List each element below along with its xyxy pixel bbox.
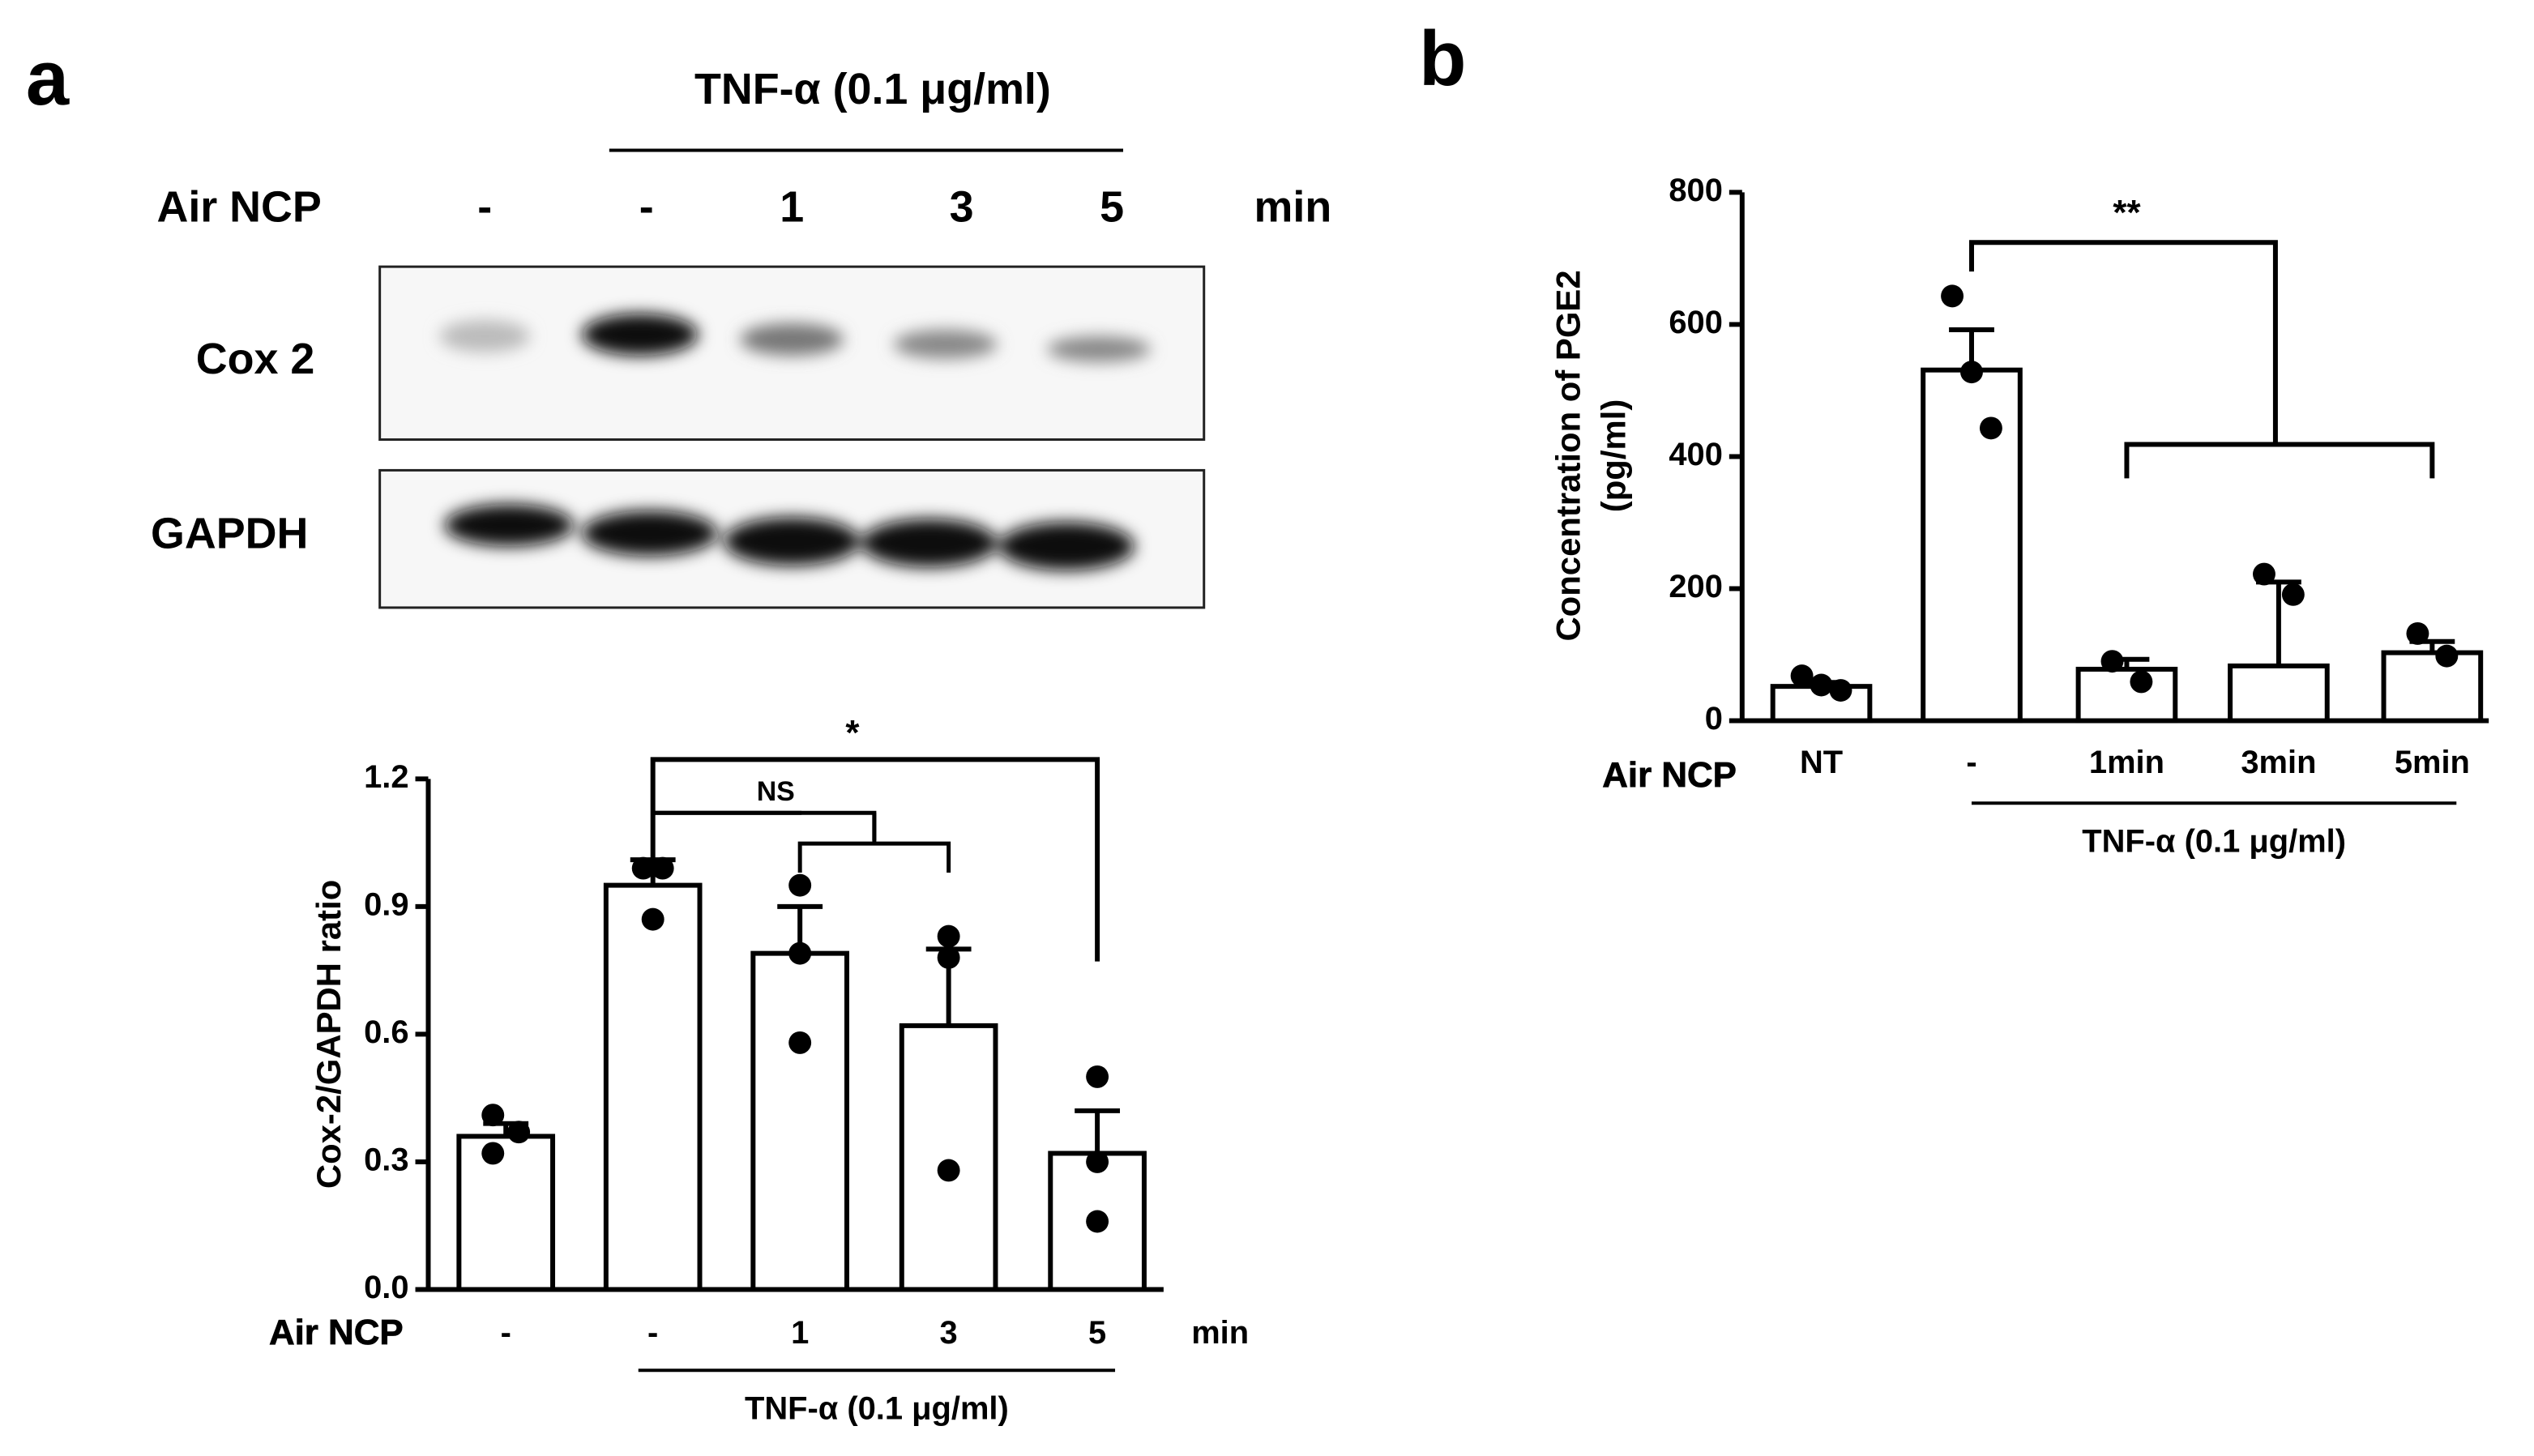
- lane-label: 5: [1100, 183, 1124, 232]
- data-point: [641, 907, 664, 931]
- data-point: [2252, 562, 2275, 586]
- panel-label: b: [1419, 15, 1466, 102]
- data-point: [1941, 284, 1964, 308]
- data-point: [1086, 1065, 1109, 1088]
- bar: [899, 1023, 998, 1292]
- data-point: [651, 856, 674, 880]
- band-label: Cox 2: [196, 335, 315, 383]
- annotation: NS: [757, 776, 795, 807]
- data-point: [631, 856, 655, 880]
- y-tick-label: 600: [1669, 305, 1723, 340]
- unit-label: min: [1254, 183, 1332, 232]
- bracket: [651, 810, 802, 860]
- data-point: [2435, 644, 2459, 668]
- data-point: [2281, 583, 2305, 606]
- x-tick-label: 5min: [2395, 745, 2470, 780]
- lane-label: 1: [780, 183, 804, 232]
- x-tick-label: 3min: [2241, 745, 2316, 780]
- bar: [603, 882, 703, 1292]
- data-point: [2406, 621, 2429, 645]
- y-axis-label: (pg/ml): [1594, 399, 1632, 513]
- data-point: [481, 1142, 505, 1165]
- data-point: [2130, 670, 2153, 694]
- group-label: TNF-α (0.1 μg/ml): [745, 1391, 1009, 1427]
- x-tick-label: -: [647, 1315, 658, 1351]
- data-point: [1086, 1210, 1109, 1233]
- panel-label: a: [26, 35, 70, 122]
- x-tick-label: NT: [1800, 745, 1843, 780]
- data-point: [1960, 361, 1983, 384]
- lane-label: -: [639, 183, 654, 232]
- y-tick-label: 0.0: [364, 1270, 408, 1305]
- row-label: Air NCP: [156, 183, 321, 232]
- data-point: [937, 1159, 960, 1182]
- data-point: [1086, 1150, 1109, 1173]
- x-tick-label: 3: [940, 1315, 958, 1351]
- y-tick-label: 800: [1669, 173, 1723, 208]
- x-tick-label: -: [501, 1315, 511, 1351]
- data-point: [937, 924, 960, 948]
- y-tick-label: 0.3: [364, 1142, 408, 1177]
- y-tick-label: 400: [1669, 437, 1723, 472]
- treatment-label: TNF-α (0.1 μg/ml): [694, 65, 1051, 113]
- data-point: [1810, 673, 1833, 697]
- x-tick-label: 1min: [2089, 745, 2164, 780]
- bar: [1921, 367, 2023, 724]
- bracket: [797, 813, 951, 873]
- annotation: **: [2113, 193, 2141, 233]
- data-point: [481, 1104, 505, 1127]
- x-tick-label: -: [1966, 745, 1976, 780]
- x-tick-label: 1: [791, 1315, 809, 1351]
- blot-cox2: [378, 265, 1206, 442]
- blot-gapdh: [378, 468, 1206, 609]
- row-label: Air NCP: [269, 1313, 404, 1352]
- lane-label: -: [477, 183, 492, 232]
- bracket: [1969, 240, 2435, 479]
- y-tick-label: 0: [1705, 701, 1723, 737]
- bracket: [650, 757, 1100, 962]
- lane-label: 3: [950, 183, 974, 232]
- bar: [750, 950, 849, 1292]
- bar: [2075, 666, 2178, 724]
- bar: [2228, 663, 2330, 724]
- y-tick-label: 0.9: [364, 886, 408, 922]
- data-point: [788, 941, 812, 965]
- annotation: *: [845, 713, 860, 753]
- bar: [2381, 650, 2484, 724]
- data-point: [1829, 679, 1852, 702]
- data-point: [507, 1121, 531, 1144]
- data-point: [2100, 650, 2124, 673]
- group-label: TNF-α (0.1 μg/ml): [2082, 824, 2346, 860]
- data-point: [937, 946, 960, 969]
- y-axis-label: Cox-2/GAPDH ratio: [310, 880, 348, 1189]
- bar: [456, 1134, 556, 1292]
- x-tick-label: 5: [1088, 1315, 1106, 1351]
- data-point: [788, 873, 812, 897]
- band-label: GAPDH: [151, 509, 308, 557]
- y-axis-label: Concentration of PGE2: [1549, 270, 1587, 641]
- y-tick-label: 0.6: [364, 1014, 408, 1050]
- data-point: [788, 1031, 812, 1054]
- data-point: [1790, 664, 1814, 688]
- data-point: [1979, 416, 2002, 440]
- unit-label: min: [1191, 1315, 1249, 1351]
- bracket: [651, 810, 877, 841]
- y-tick-label: 200: [1669, 569, 1723, 604]
- y-tick-label: 1.2: [364, 759, 408, 795]
- row-label: Air NCP: [1602, 755, 1737, 795]
